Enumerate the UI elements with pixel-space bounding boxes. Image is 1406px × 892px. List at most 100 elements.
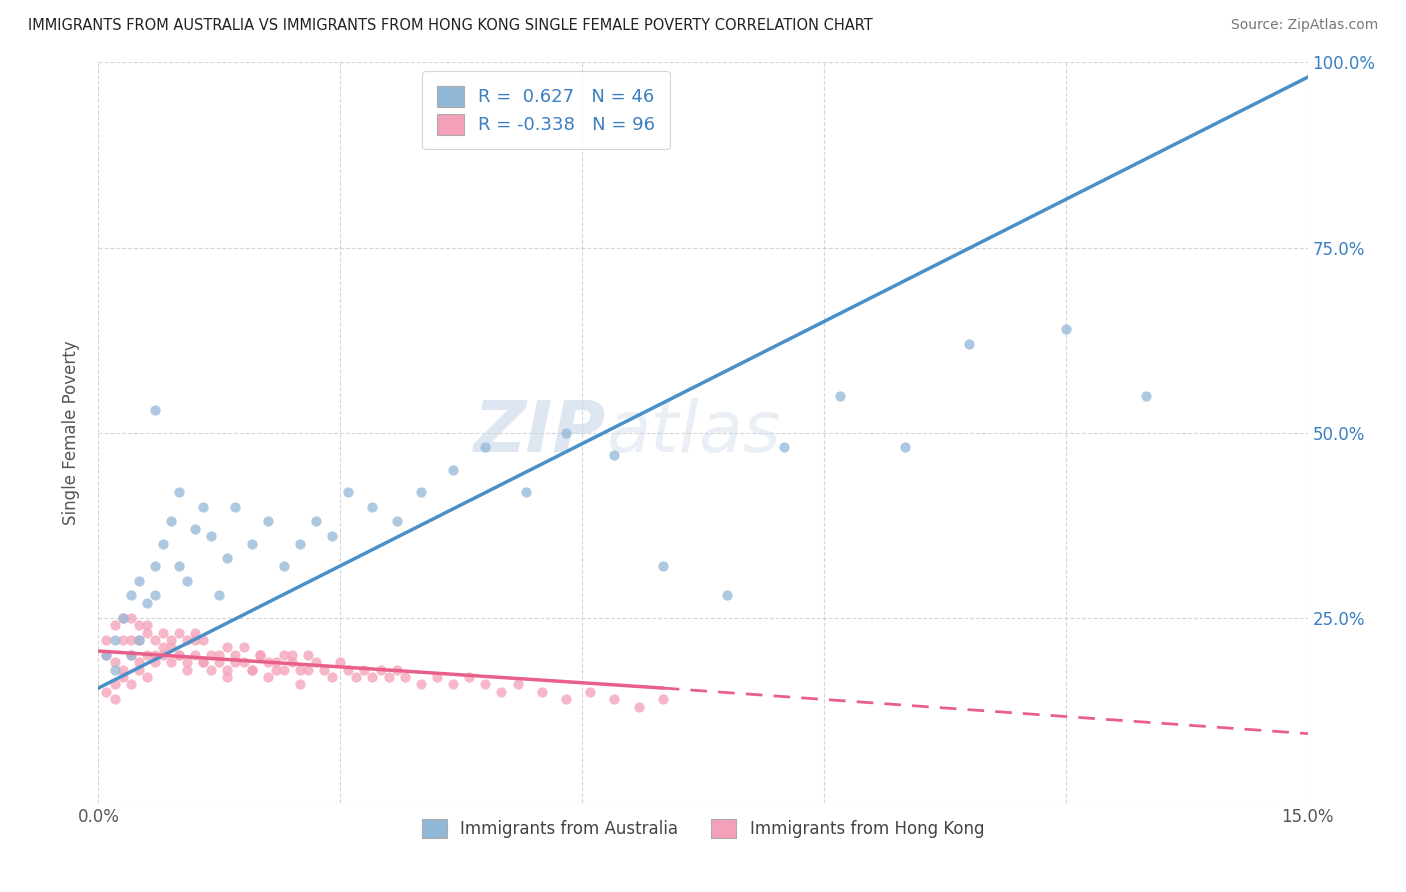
Point [256, 655, 278, 669]
Text: atlas: atlas [606, 398, 780, 467]
Point [143, 632, 166, 647]
Point [441, 677, 464, 691]
Point [120, 632, 142, 647]
Point [385, 515, 408, 529]
Point [651, 558, 673, 573]
Point [240, 663, 263, 677]
Point [143, 558, 166, 573]
Point [305, 515, 328, 529]
Point [167, 625, 190, 640]
Point [135, 648, 157, 662]
Legend: Immigrants from Australia, Immigrants from Hong Kong: Immigrants from Australia, Immigrants fr… [413, 810, 993, 847]
Point [184, 625, 207, 640]
Point [361, 670, 384, 684]
Point [273, 558, 295, 573]
Point [314, 663, 336, 677]
Point [135, 625, 157, 640]
Point [167, 558, 190, 573]
Point [321, 529, 343, 543]
Point [96, 632, 118, 647]
Point [474, 677, 496, 691]
Point [111, 610, 134, 624]
Point [240, 663, 263, 677]
Point [828, 388, 851, 402]
Point [96, 648, 118, 662]
Point [957, 336, 980, 351]
Point [160, 632, 183, 647]
Point [603, 692, 626, 706]
Point [167, 484, 190, 499]
Point [160, 515, 183, 529]
Point [120, 589, 142, 603]
Point [152, 536, 174, 550]
Point [530, 685, 553, 699]
Point [167, 648, 190, 662]
Point [651, 692, 673, 706]
Point [1135, 388, 1157, 402]
Point [111, 663, 134, 677]
Point [893, 441, 915, 455]
Point [103, 618, 125, 632]
Point [264, 663, 287, 677]
Point [337, 663, 360, 677]
Point [120, 648, 142, 662]
Point [176, 655, 198, 669]
Point [193, 655, 215, 669]
Text: ZIP: ZIP [474, 398, 606, 467]
Point [281, 648, 304, 662]
Point [184, 648, 207, 662]
Point [273, 648, 295, 662]
Point [627, 699, 650, 714]
Point [176, 663, 198, 677]
Point [426, 670, 449, 684]
Point [152, 625, 174, 640]
Y-axis label: Single Female Poverty: Single Female Poverty [62, 341, 80, 524]
Point [143, 403, 166, 417]
Point [111, 610, 134, 624]
Point [377, 670, 399, 684]
Point [143, 589, 166, 603]
Point [143, 655, 166, 669]
Point [160, 640, 183, 655]
Point [217, 551, 239, 566]
Point [603, 448, 626, 462]
Point [579, 685, 602, 699]
Point [273, 663, 295, 677]
Point [344, 670, 367, 684]
Point [249, 648, 271, 662]
Point [353, 663, 375, 677]
Point [337, 484, 360, 499]
Point [297, 663, 319, 677]
Point [232, 655, 254, 669]
Point [409, 484, 432, 499]
Point [264, 655, 287, 669]
Point [143, 648, 166, 662]
Point [441, 462, 464, 476]
Point [176, 632, 198, 647]
Point [217, 670, 239, 684]
Point [103, 632, 125, 647]
Point [200, 663, 222, 677]
Point [474, 441, 496, 455]
Point [135, 618, 157, 632]
Point [167, 648, 190, 662]
Point [96, 648, 118, 662]
Text: Source: ZipAtlas.com: Source: ZipAtlas.com [1230, 18, 1378, 32]
Point [297, 648, 319, 662]
Point [217, 663, 239, 677]
Point [208, 655, 231, 669]
Point [193, 655, 215, 669]
Point [240, 536, 263, 550]
Point [288, 677, 311, 691]
Point [103, 655, 125, 669]
Point [288, 536, 311, 550]
Point [249, 648, 271, 662]
Point [506, 677, 529, 691]
Point [772, 441, 794, 455]
Point [329, 655, 352, 669]
Point [716, 589, 738, 603]
Point [555, 425, 578, 440]
Point [256, 670, 278, 684]
Text: IMMIGRANTS FROM AUSTRALIA VS IMMIGRANTS FROM HONG KONG SINGLE FEMALE POVERTY COR: IMMIGRANTS FROM AUSTRALIA VS IMMIGRANTS … [28, 18, 873, 33]
Point [1054, 322, 1077, 336]
